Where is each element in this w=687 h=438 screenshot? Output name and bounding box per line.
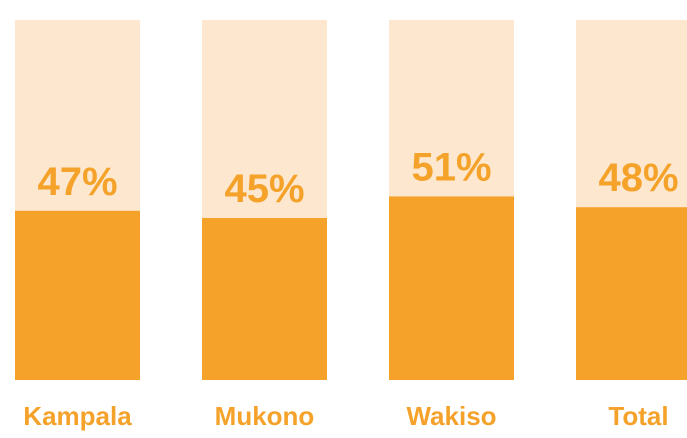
bar [576,207,687,380]
value-label: 48% [598,156,678,200]
category-label: Wakiso [406,401,496,431]
value-label: 51% [411,145,491,189]
category-label: Mukono [215,401,315,431]
bar [202,218,327,380]
bar [15,210,140,380]
value-label: 47% [37,160,117,204]
category-label: Kampala [23,401,132,431]
value-label: 45% [224,167,304,211]
category-label: Total [608,401,668,431]
bar [389,196,514,380]
